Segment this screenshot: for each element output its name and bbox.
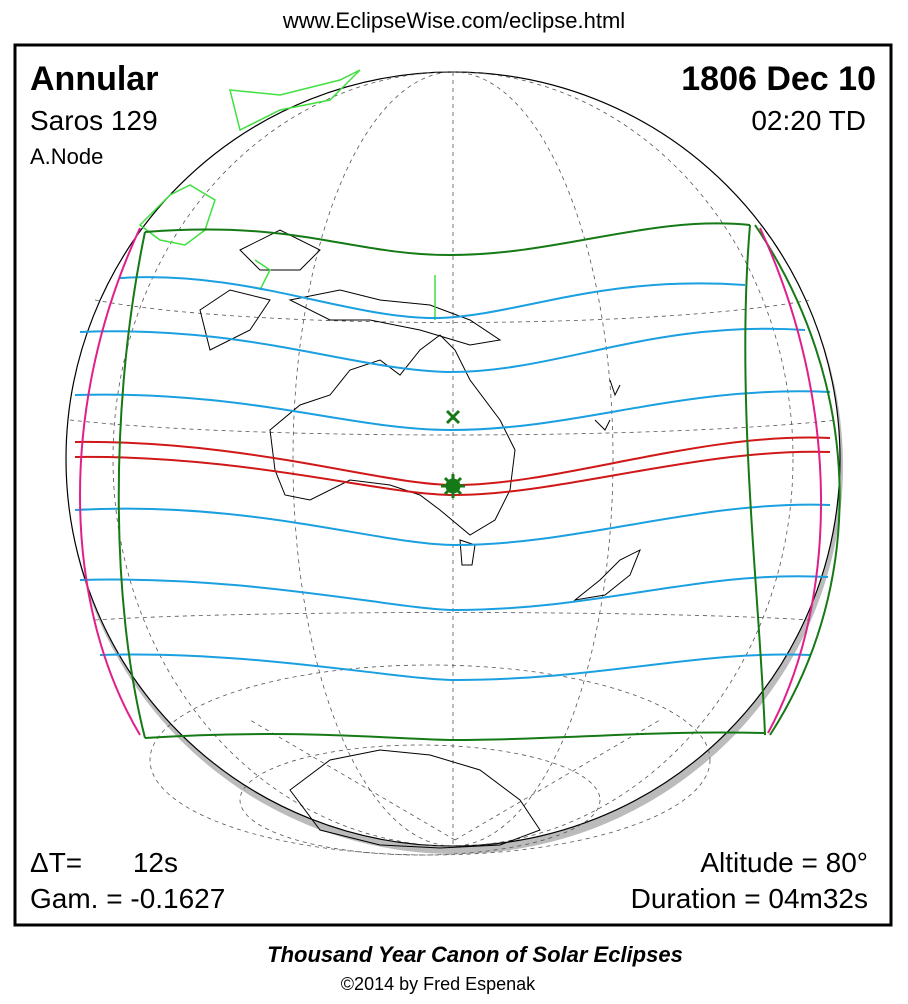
url: www.EclipseWise.com/eclipse.html [282,8,625,33]
gamma: Gam. = -0.1627 [30,883,225,914]
delta-t: 12s [133,847,178,878]
time: 02:20 TD [751,105,866,136]
eclipse-type: Annular [30,60,158,98]
credit: ©2014 by Fred Espenak [341,974,536,994]
footer-title: Thousand Year Canon of Solar Eclipses [267,942,683,967]
delta-t-label: ΔT= [30,847,82,878]
saros: Saros 129 [30,105,158,136]
date: 1806 Dec 10 [681,60,876,98]
node: A.Node [30,144,103,169]
duration: Duration = 04m32s [631,883,868,914]
altitude: Altitude = 80° [700,847,868,878]
globe [65,69,843,856]
